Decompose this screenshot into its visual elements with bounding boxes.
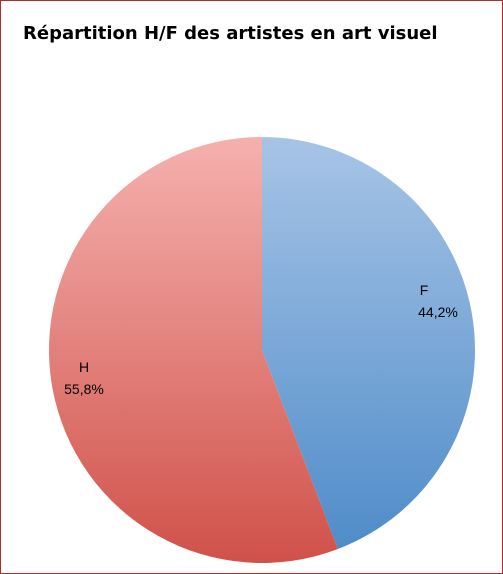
slice-label-h: H: [79, 359, 89, 375]
pie-slice-h: [49, 137, 338, 563]
pie-slice-f: [262, 137, 476, 550]
slice-value-h: 55,8%: [64, 381, 104, 397]
chart-title: Répartition H/F des artistes en art visu…: [23, 23, 438, 44]
slice-label-f: F: [420, 282, 429, 298]
pie-slices: [49, 137, 476, 563]
slice-value-f: 44,2%: [418, 304, 458, 320]
